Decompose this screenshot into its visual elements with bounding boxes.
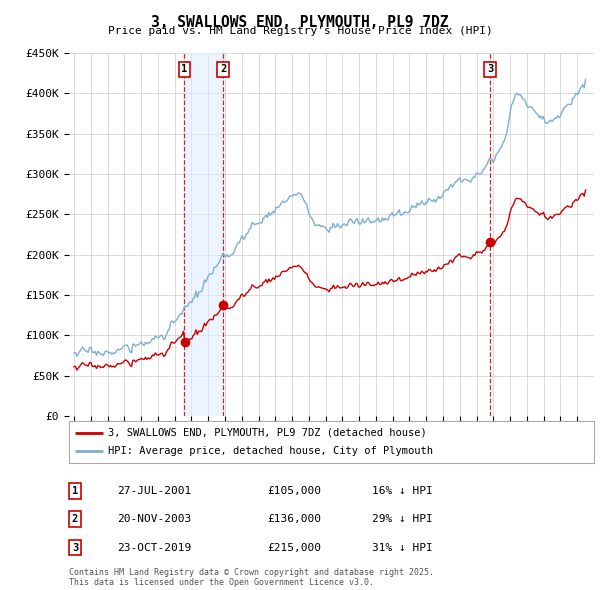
Text: £105,000: £105,000 <box>267 486 321 496</box>
Text: 2: 2 <box>72 514 78 524</box>
Text: 20-NOV-2003: 20-NOV-2003 <box>117 514 191 524</box>
Text: 1: 1 <box>181 64 187 74</box>
Text: £215,000: £215,000 <box>267 543 321 552</box>
Text: 3: 3 <box>487 64 493 74</box>
Text: 3: 3 <box>72 543 78 552</box>
Text: 29% ↓ HPI: 29% ↓ HPI <box>372 514 433 524</box>
Text: 27-JUL-2001: 27-JUL-2001 <box>117 486 191 496</box>
Text: 1: 1 <box>72 486 78 496</box>
Text: £136,000: £136,000 <box>267 514 321 524</box>
Text: 2: 2 <box>220 64 226 74</box>
Text: Contains HM Land Registry data © Crown copyright and database right 2025.
This d: Contains HM Land Registry data © Crown c… <box>69 568 434 587</box>
Text: 3, SWALLOWS END, PLYMOUTH, PL9 7DZ (detached house): 3, SWALLOWS END, PLYMOUTH, PL9 7DZ (deta… <box>109 428 427 438</box>
Text: 23-OCT-2019: 23-OCT-2019 <box>117 543 191 552</box>
Text: 16% ↓ HPI: 16% ↓ HPI <box>372 486 433 496</box>
Text: 3, SWALLOWS END, PLYMOUTH, PL9 7DZ: 3, SWALLOWS END, PLYMOUTH, PL9 7DZ <box>151 15 449 30</box>
Text: HPI: Average price, detached house, City of Plymouth: HPI: Average price, detached house, City… <box>109 446 433 456</box>
Text: 31% ↓ HPI: 31% ↓ HPI <box>372 543 433 552</box>
Bar <box>184 53 223 416</box>
Text: Price paid vs. HM Land Registry's House Price Index (HPI): Price paid vs. HM Land Registry's House … <box>107 26 493 36</box>
